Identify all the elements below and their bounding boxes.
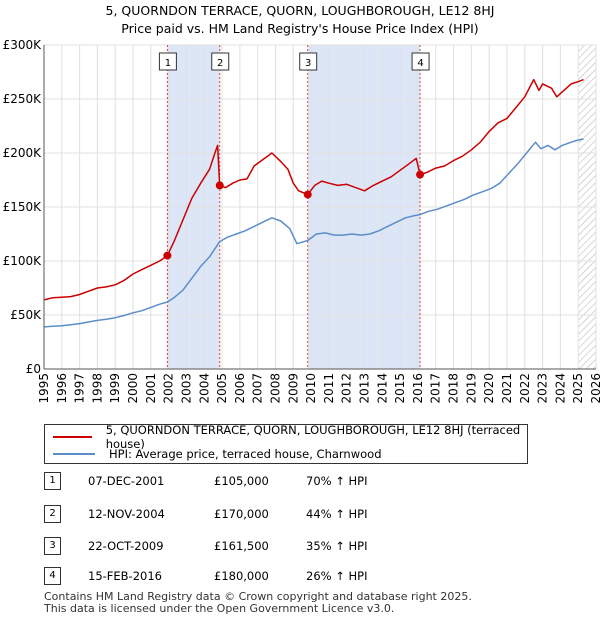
sale-number-badge: 3 <box>44 537 61 555</box>
footer-line-2: This data is licensed under the Open Gov… <box>44 602 395 615</box>
sale-date: 15-FEB-2016 <box>88 569 162 583</box>
x-tick-label: 1998 <box>90 373 104 404</box>
y-tick-label: £200K <box>3 146 43 160</box>
x-tick-label: 2026 <box>589 373 600 404</box>
x-tick-label: 2021 <box>500 373 514 404</box>
x-tick-label: 2016 <box>411 373 425 404</box>
x-tick-label: 2000 <box>126 373 140 404</box>
table-row: 3 22-OCT-2009 £161,500 35% ↑ HPI <box>44 537 444 555</box>
sale-point <box>416 170 425 179</box>
sale-box-marker <box>158 52 177 71</box>
x-tick-label: 2004 <box>197 373 211 404</box>
table-row: 2 12-NOV-2004 £170,000 44% ↑ HPI <box>44 505 444 523</box>
x-tick-label: 1996 <box>55 373 69 404</box>
sale-price: £170,000 <box>214 507 269 521</box>
sale-box-label: 3 <box>305 58 311 69</box>
x-tick-label: 2005 <box>215 373 229 404</box>
y-tick-label: £250K <box>3 92 43 106</box>
sale-hpi-change: 44% ↑ HPI <box>306 507 368 521</box>
x-tick-label: 2018 <box>447 373 461 404</box>
chart-subtitle: Price paid vs. HM Land Registry's House … <box>121 21 479 36</box>
x-tick-label: 2014 <box>375 373 389 404</box>
sale-point <box>303 190 312 199</box>
x-tick-label: 1997 <box>73 373 87 404</box>
footer-attribution: Contains HM Land Registry data © Crown c… <box>44 591 472 615</box>
sale-box-label: 2 <box>217 58 223 69</box>
chart-legend: 5, QUORNDON TERRACE, QUORN, LOUGHBOROUGH… <box>44 423 528 464</box>
chart-title: 5, QUORNDON TERRACE, QUORN, LOUGHBOROUGH… <box>105 3 495 18</box>
x-tick-label: 2011 <box>322 373 336 404</box>
x-tick-label: 2006 <box>233 373 247 404</box>
x-tick-label: 2008 <box>268 373 282 404</box>
sale-date: 12-NOV-2004 <box>88 507 165 521</box>
y-tick-label: £150K <box>3 200 43 214</box>
x-tick-label: 1995 <box>37 373 51 404</box>
x-tick-label: 2013 <box>358 373 372 404</box>
legend-swatch-hpi <box>53 453 95 455</box>
x-tick-label: 2025 <box>571 373 585 404</box>
y-tick-label: £100K <box>3 254 43 268</box>
table-row: 1 07-DEC-2001 £105,000 70% ↑ HPI <box>44 472 444 490</box>
y-tick-label: £50K <box>10 308 42 322</box>
sale-price: £105,000 <box>214 474 269 488</box>
sale-point <box>163 251 172 260</box>
y-tick-label: £300K <box>3 38 43 52</box>
x-tick-label: 2015 <box>393 373 407 404</box>
x-tick-label: 2024 <box>553 373 567 404</box>
sale-box-marker <box>211 52 230 71</box>
x-tick-label: 2012 <box>340 373 354 404</box>
series-line-hpi <box>43 138 584 328</box>
sale-box-label: 4 <box>417 58 423 69</box>
x-tick-label: 2003 <box>179 373 193 404</box>
x-tick-label: 2007 <box>251 373 265 404</box>
sale-point <box>215 181 224 190</box>
x-tick-label: 2023 <box>536 373 550 404</box>
sale-price: £180,000 <box>214 569 269 583</box>
sale-number-badge: 2 <box>44 505 61 523</box>
sale-box-marker <box>299 52 318 71</box>
x-tick-label: 2022 <box>518 373 532 404</box>
legend-item-hpi: HPI: Average price, terraced house, Char… <box>53 447 382 461</box>
y-tick-label: £0 <box>26 362 41 376</box>
x-tick-label: 2020 <box>482 373 496 404</box>
legend-label-property: 5, QUORNDON TERRACE, QUORN, LOUGHBOROUGH… <box>105 423 521 451</box>
legend-swatch-property <box>53 436 92 438</box>
legend-label-hpi: HPI: Average price, terraced house, Char… <box>109 447 382 461</box>
x-tick-label: 1999 <box>108 373 122 404</box>
sale-number-badge: 4 <box>44 567 61 585</box>
sale-box-marker <box>411 52 430 71</box>
footer-line-1: Contains HM Land Registry data © Crown c… <box>44 590 472 603</box>
sale-hpi-change: 70% ↑ HPI <box>306 474 368 488</box>
x-tick-label: 2010 <box>304 373 318 404</box>
legend-item-property: 5, QUORNDON TERRACE, QUORN, LOUGHBOROUGH… <box>53 423 527 451</box>
table-row: 4 15-FEB-2016 £180,000 26% ↑ HPI <box>44 567 444 585</box>
x-tick-label: 2019 <box>464 373 478 404</box>
sale-box-label: 1 <box>165 58 171 69</box>
sale-hpi-change: 35% ↑ HPI <box>306 539 368 553</box>
x-tick-label: 2009 <box>286 373 300 404</box>
sale-price: £161,500 <box>214 539 269 553</box>
sale-hpi-change: 26% ↑ HPI <box>306 569 368 583</box>
x-tick-label: 2001 <box>144 373 158 404</box>
sale-number-badge: 1 <box>44 472 61 490</box>
sale-date: 07-DEC-2001 <box>88 474 165 488</box>
sale-date: 22-OCT-2009 <box>88 539 164 553</box>
price-chart: 1 2 3 4 £0 £50K £100K £150K £200K £250K £300K 1995… <box>3 38 600 404</box>
x-tick-label: 2002 <box>162 373 176 404</box>
x-tick-label: 2017 <box>429 373 443 404</box>
